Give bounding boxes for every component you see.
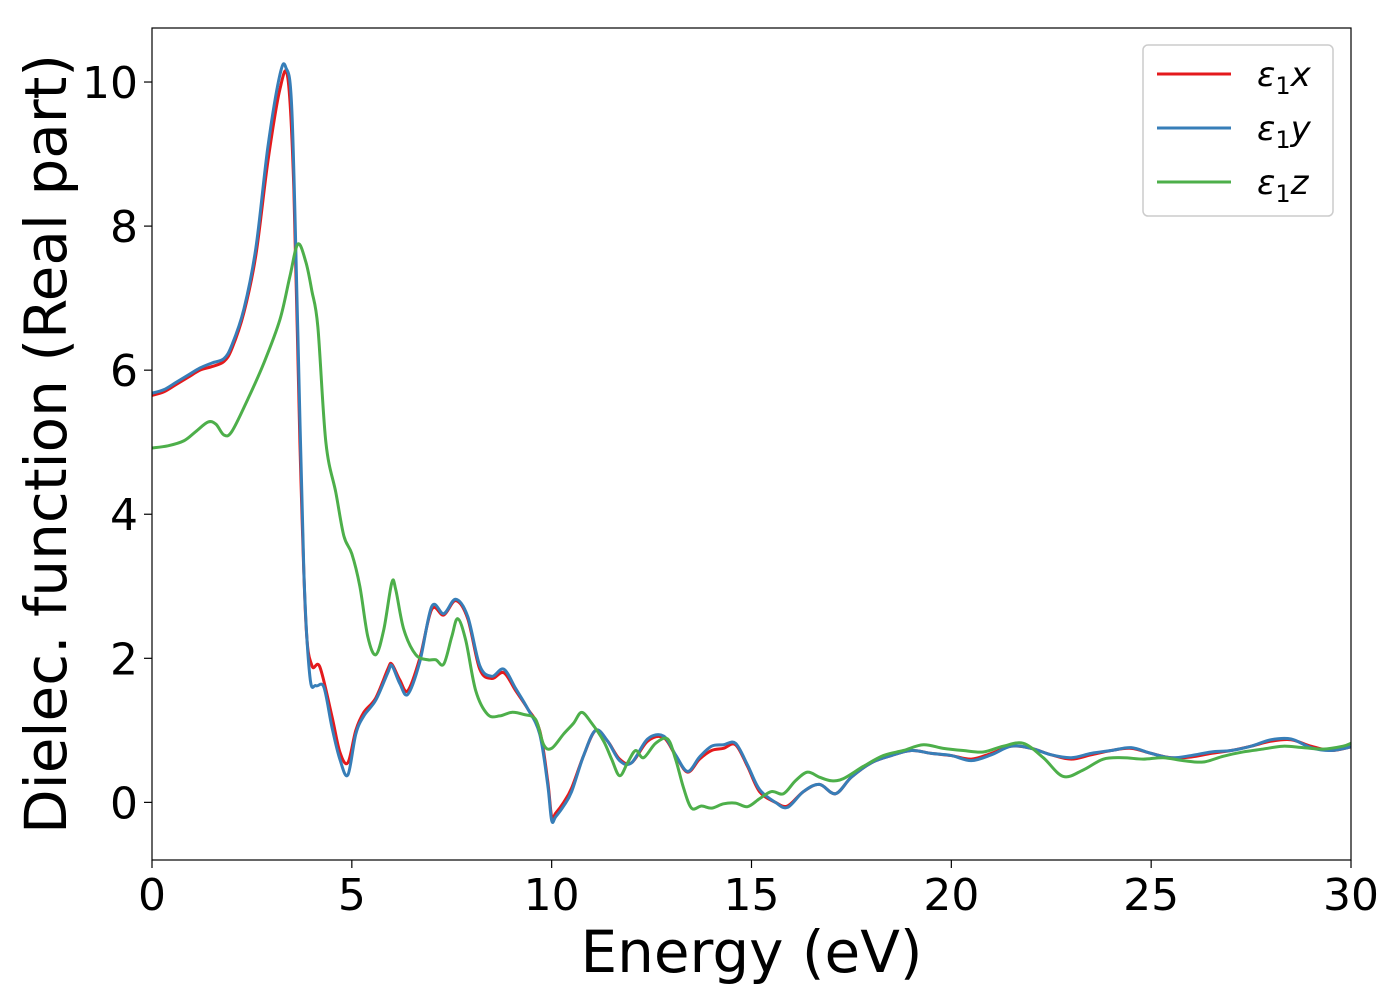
y-axis-ticks: 0 2 4 6 8 10: [82, 58, 152, 829]
legend-box: [1142, 44, 1334, 217]
y-tick-label: 6: [110, 346, 138, 397]
series-layer: [152, 62, 1351, 824]
legend: ε1x ε1y ε1z: [1142, 44, 1334, 217]
x-axis-label: Energy (eV): [580, 918, 922, 986]
x-tick-label: 5: [338, 870, 366, 921]
y-tick-label: 8: [110, 202, 138, 253]
x-tick-label: 20: [923, 870, 979, 921]
legend-label-y: ε1y: [1257, 109, 1312, 154]
y-tick-label: 10: [82, 58, 138, 109]
y-tick-label: 4: [110, 490, 138, 541]
series-line-z: [152, 242, 1351, 811]
x-tick-label: 0: [138, 870, 166, 921]
x-tick-label: 15: [724, 870, 780, 921]
x-tick-label: 10: [524, 870, 580, 921]
x-tick-label: 30: [1323, 870, 1379, 921]
y-tick-label: 2: [110, 634, 138, 685]
legend-label-x: ε1x: [1257, 55, 1312, 100]
x-axis-ticks: 0 5 10 15 20 25 30: [138, 860, 1379, 921]
x-tick-label: 25: [1123, 870, 1179, 921]
y-axis-label: Dielec. function (Real part): [12, 54, 80, 834]
y-tick-label: 0: [110, 778, 138, 829]
series-line-y: [152, 62, 1351, 824]
legend-label-z: ε1z: [1257, 163, 1310, 208]
